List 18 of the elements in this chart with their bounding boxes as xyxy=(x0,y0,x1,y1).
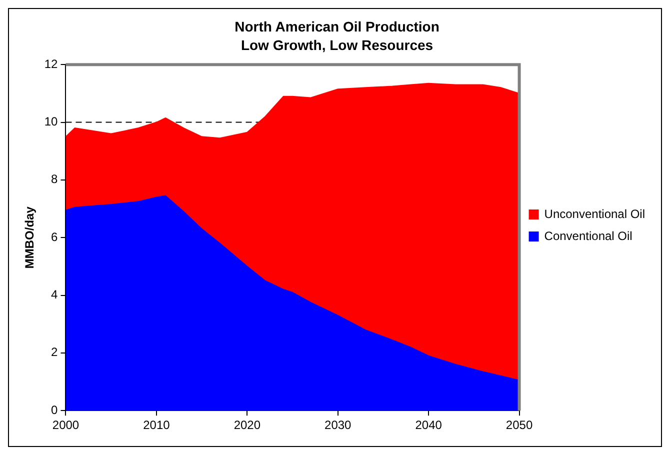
y-tick-label: 2 xyxy=(51,345,58,360)
x-tick-label: 2010 xyxy=(143,418,170,432)
x-tick-label: 2040 xyxy=(415,418,442,432)
y-tick-label: 12 xyxy=(44,56,58,71)
chart-subtitle: Low Growth, Low Resources xyxy=(240,37,434,54)
chart-title: North American Oil Production xyxy=(234,18,440,34)
y-tick-label: 0 xyxy=(51,402,58,417)
y-tick-label: 10 xyxy=(44,114,58,129)
x-tick-label: 2020 xyxy=(234,418,261,432)
x-tick-label: 2030 xyxy=(324,418,352,432)
legend-label: Unconventional Oil xyxy=(544,206,646,221)
y-tick-label: 8 xyxy=(51,172,58,186)
legend-label: Conventional Oil xyxy=(544,228,632,243)
x-tick-label: 2000 xyxy=(52,418,80,432)
x-tick-label: 2050 xyxy=(506,418,533,432)
y-axis-title: MMBO/day xyxy=(22,206,37,269)
y-tick-label: 4 xyxy=(51,288,58,302)
y-tick-label: 6 xyxy=(51,230,58,244)
